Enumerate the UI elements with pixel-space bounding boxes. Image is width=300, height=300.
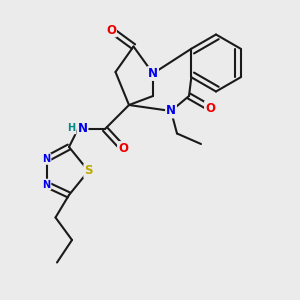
- Text: N: N: [77, 122, 88, 136]
- Text: O: O: [118, 142, 128, 155]
- Text: N: N: [42, 179, 51, 190]
- Text: O: O: [106, 23, 116, 37]
- Text: H: H: [67, 123, 76, 134]
- Text: N: N: [148, 67, 158, 80]
- Text: N: N: [42, 154, 51, 164]
- Text: N: N: [166, 104, 176, 118]
- Text: O: O: [205, 101, 215, 115]
- Text: S: S: [84, 164, 93, 178]
